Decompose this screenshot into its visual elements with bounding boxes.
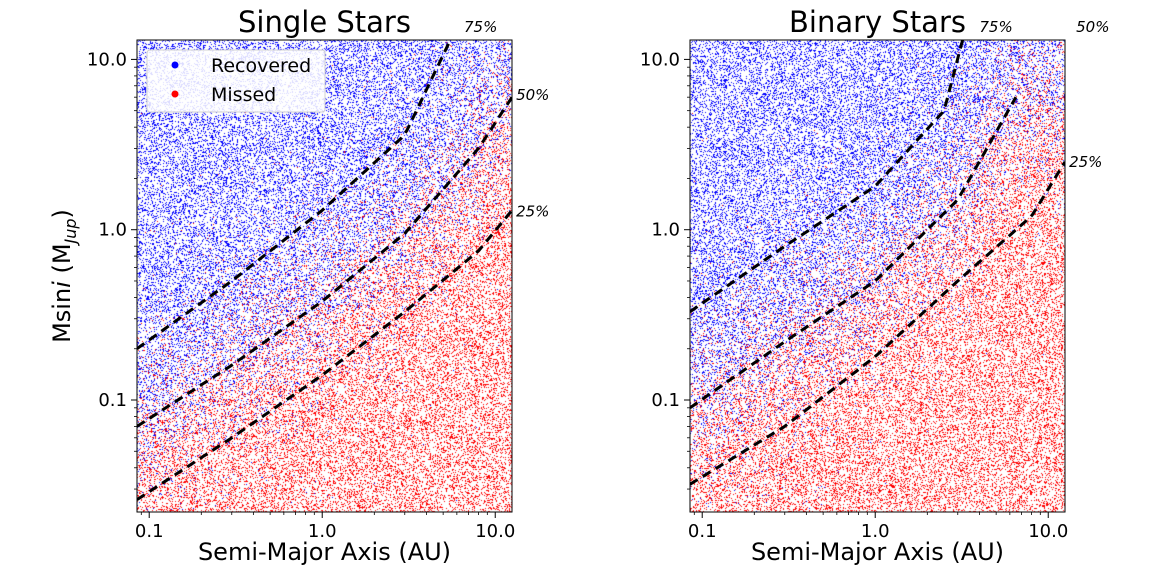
contour-25pct — [690, 161, 1065, 486]
single-stars-panel: 0.1 1.0 10.0 0.1 1.0 10.0 Single Stars Semi-Maj… — [48, 5, 549, 566]
contour-75pct — [137, 40, 452, 350]
y-tick-label: 0.1 — [651, 390, 680, 411]
legend-marker — [171, 61, 179, 69]
contour-50pct — [137, 96, 512, 428]
y-axis-label: Msini (MJup) — [48, 209, 80, 343]
contour-label: 75% — [979, 18, 1012, 36]
axes-frame — [136, 39, 513, 513]
y-tick-label: 10.0 — [87, 49, 127, 70]
x-axis-label: Semi-Major Axis (AU) — [198, 538, 451, 566]
contour-50pct — [690, 96, 1018, 410]
contour-label: 75% — [464, 18, 497, 36]
x-tick-label: 0.1 — [135, 521, 164, 542]
chart-title: Single Stars — [238, 5, 411, 39]
contour-label: 50% — [516, 86, 549, 104]
legend-label: Missed — [211, 84, 276, 106]
x-tick-label: 10.0 — [1028, 521, 1068, 542]
x-tick-label: 0.1 — [688, 521, 717, 542]
y-tick-label: 0.1 — [98, 390, 127, 411]
scatter-points-field — [690, 40, 1065, 512]
scatter-points-field — [137, 40, 512, 512]
y-tick-label: 10.0 — [640, 49, 680, 70]
contour-75pct — [690, 40, 965, 313]
contour-label: 25% — [1069, 153, 1102, 171]
x-axis-label: Semi-Major Axis (AU) — [751, 538, 1004, 566]
contour-label: 50% — [1076, 18, 1109, 36]
axes-frame — [689, 39, 1066, 513]
legend: Recovered Missed — [146, 49, 326, 113]
contour-label: 25% — [516, 202, 549, 220]
y-tick-label: 1.0 — [98, 220, 127, 241]
legend-box — [146, 49, 326, 113]
chart-title: Binary Stars — [789, 5, 966, 39]
contour-25pct — [137, 209, 512, 501]
x-tick-label: 1.0 — [861, 521, 890, 542]
y-tick-label: 1.0 — [651, 220, 680, 241]
x-tick-label: 10.0 — [475, 521, 515, 542]
legend-marker — [171, 90, 179, 98]
x-tick-label: 1.0 — [308, 521, 337, 542]
legend-label: Recovered — [211, 55, 311, 77]
binary-stars-panel: 0.1 1.0 10.0 0.1 1.0 10.0 Binary Stars Semi-Maj… — [640, 5, 1110, 566]
